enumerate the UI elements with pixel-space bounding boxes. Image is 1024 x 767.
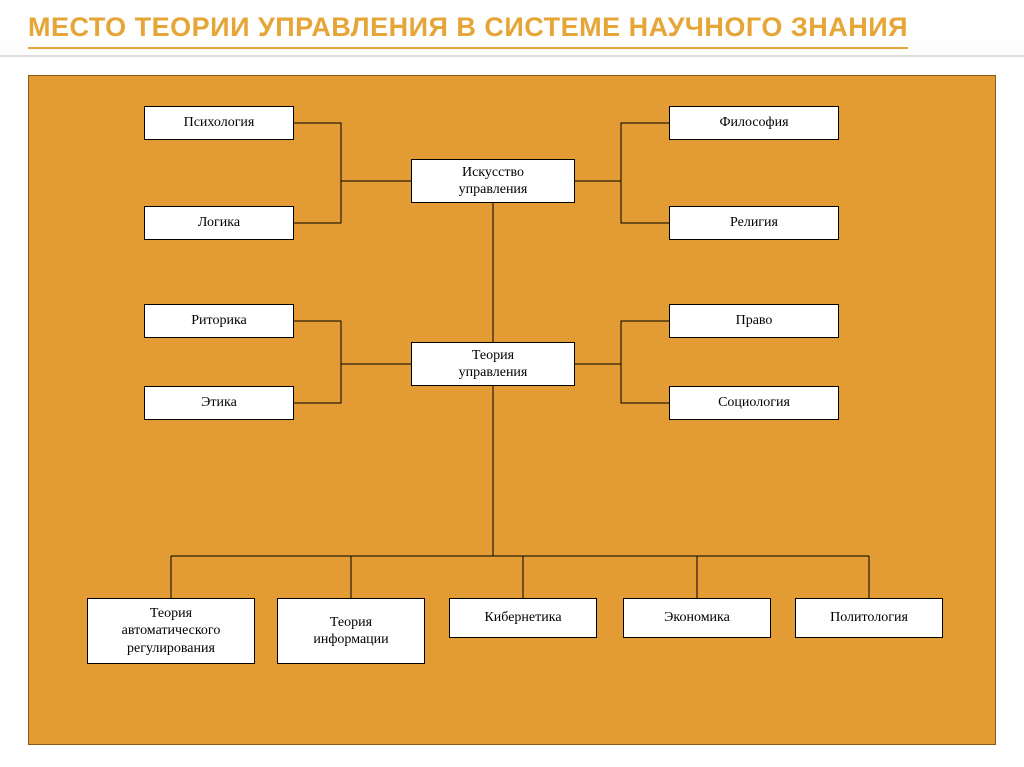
node-label: Политология [830,610,908,625]
node-label: Социология [718,395,790,410]
node-logic: Логика [144,206,294,240]
edge [575,181,669,223]
node-philosophy: Философия [669,106,839,140]
node-label: информации [313,632,388,647]
node-sociology: Социология [669,386,839,420]
node-label: Религия [730,215,778,230]
node-label: Экономика [664,610,730,625]
edge [294,321,411,364]
edge [294,364,411,403]
node-label: Риторика [191,313,247,328]
node-label: Право [736,313,773,328]
node-rhetoric: Риторика [144,304,294,338]
node-label: Теория [472,348,514,363]
node-ethics: Этика [144,386,294,420]
page-title: МЕСТО ТЕОРИИ УПРАВЛЕНИЯ В СИСТЕМЕ НАУЧНО… [28,12,908,43]
node-psychology: Психология [144,106,294,140]
node-label: управления [459,182,528,197]
node-info_theory: Теория информации [277,598,425,664]
node-label: Философия [719,115,788,130]
node-religion: Религия [669,206,839,240]
node-label: автоматического [122,623,221,638]
edge [294,181,411,223]
title-bar: МЕСТО ТЕОРИИ УПРАВЛЕНИЯ В СИСТЕМЕ НАУЧНО… [0,0,1024,57]
node-label: Искусство [462,165,524,180]
node-law: Право [669,304,839,338]
node-theory_mgmt: Теория управления [411,342,575,386]
node-label: Этика [201,395,237,410]
node-label: Психология [184,115,255,130]
edge [575,123,669,181]
node-art_mgmt: Искусство управления [411,159,575,203]
edge [575,321,669,364]
node-economics: Экономика [623,598,771,638]
node-label: управления [459,365,528,380]
node-political: Политология [795,598,943,638]
edge [575,364,669,403]
node-cybernetics: Кибернетика [449,598,597,638]
node-label: Теория [330,615,372,630]
node-label: Теория [150,606,192,621]
node-label: Логика [198,215,240,230]
diagram-canvas: Психология Логика Риторика Этика Философия Ре… [28,75,996,745]
edge [294,123,411,181]
node-label: регулирования [127,641,215,656]
node-tar: Теория автоматического регулирования [87,598,255,664]
node-label: Кибернетика [484,610,561,625]
